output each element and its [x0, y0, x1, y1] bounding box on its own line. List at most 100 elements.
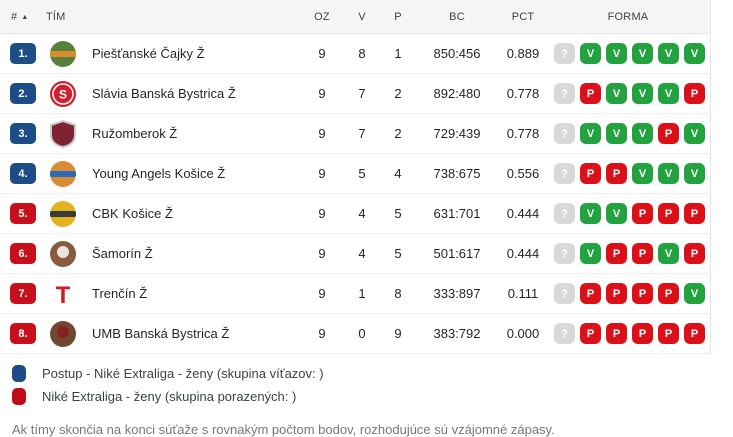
forma-loss-chip[interactable]: P [658, 123, 679, 144]
forma-win-chip[interactable]: V [684, 123, 705, 144]
forma-win-chip[interactable]: V [684, 43, 705, 64]
forma-win-chip[interactable]: V [632, 123, 653, 144]
forma-loss-chip[interactable]: P [606, 283, 627, 304]
forma-loss-chip[interactable]: P [632, 323, 653, 344]
sort-asc-icon: ▲ [21, 13, 29, 21]
team-logo [40, 240, 86, 268]
relegation-color-swatch [12, 388, 26, 405]
forma-win-chip[interactable]: V [606, 123, 627, 144]
team-name[interactable]: Slávia Banská Bystrica Ž [92, 86, 236, 101]
forma-unknown-chip[interactable]: ? [554, 203, 575, 224]
forma-win-chip[interactable]: V [606, 203, 627, 224]
forma-win-chip[interactable]: V [632, 163, 653, 184]
forma-loss-chip[interactable]: P [580, 323, 601, 344]
forma-cell: ? P P V V V [546, 163, 710, 184]
header-bc[interactable]: BC [449, 10, 465, 23]
team-name[interactable]: CBK Košice Ž [92, 206, 173, 221]
wins: 8 [358, 46, 366, 61]
forma-win-chip[interactable]: V [658, 83, 679, 104]
table-row[interactable]: 8. UMB Banská Bystrica Ž 9 0 9 383:792 0.000? P… [0, 314, 710, 354]
forma-loss-chip[interactable]: P [684, 203, 705, 224]
forma-loss-chip[interactable]: P [580, 163, 601, 184]
win-percentage: 0.111 [507, 286, 539, 301]
team-name[interactable]: UMB Banská Bystrica Ž [92, 326, 230, 341]
rank-cell: 2. [0, 83, 40, 104]
header-oz[interactable]: OZ [314, 10, 330, 23]
forma-loss-chip[interactable]: P [684, 323, 705, 344]
team-name[interactable]: Šamorín Ž [92, 246, 153, 261]
header-v[interactable]: V [358, 10, 366, 23]
forma-unknown-chip[interactable]: ? [554, 243, 575, 264]
forma-win-chip[interactable]: V [606, 83, 627, 104]
forma-loss-chip[interactable]: P [606, 163, 627, 184]
win-percentage: 0.556 [506, 166, 540, 181]
forma-unknown-chip[interactable]: ? [554, 323, 575, 344]
team-name[interactable]: Young Angels Košice Ž [92, 166, 226, 181]
standings-table: # ▲ TÍM OZ V P BC PCT FORMA 1. Piešťanské … [0, 0, 711, 354]
rank-badge: 7. [10, 283, 36, 304]
forma-win-chip[interactable]: V [658, 163, 679, 184]
svg-text:T: T [56, 282, 71, 308]
forma-loss-chip[interactable]: P [632, 243, 653, 264]
wins: 7 [358, 126, 366, 141]
promotion-color-swatch [12, 365, 26, 382]
forma-unknown-chip[interactable]: ? [554, 163, 575, 184]
forma-win-chip[interactable]: V [580, 203, 601, 224]
team-name[interactable]: Piešťanské Čajky Ž [92, 46, 205, 61]
wins: 4 [358, 206, 366, 221]
points-ratio: 892:480 [433, 86, 481, 101]
forma-cell: ? V V V V V [546, 43, 710, 64]
forma-loss-chip[interactable]: P [684, 83, 705, 104]
header-team[interactable]: TÍM [46, 10, 66, 23]
forma-win-chip[interactable]: V [580, 43, 601, 64]
forma-win-chip[interactable]: V [606, 43, 627, 64]
svg-text:S: S [59, 87, 67, 101]
forma-win-chip[interactable]: V [580, 123, 601, 144]
forma-loss-chip[interactable]: P [658, 203, 679, 224]
forma-win-chip[interactable]: V [684, 283, 705, 304]
forma-win-chip[interactable]: V [580, 243, 601, 264]
table-row[interactable]: 5. CBK Košice Ž 9 4 5 631:701 0.444? V V P P P [0, 194, 710, 234]
forma-loss-chip[interactable]: P [632, 203, 653, 224]
forma-unknown-chip[interactable]: ? [554, 283, 575, 304]
losses: 5 [394, 246, 402, 261]
tiebreak-note: Ak tímy skončia na konci súťaže s rovnak… [12, 422, 555, 437]
rank-badge: 4. [10, 163, 36, 184]
losses: 2 [394, 126, 402, 141]
forma-loss-chip[interactable]: P [658, 323, 679, 344]
forma-loss-chip[interactable]: P [684, 243, 705, 264]
rank-cell: 4. [0, 163, 40, 184]
table-row[interactable]: 3. Ružomberok Ž 9 7 2 729:439 0.778? V V V P V [0, 114, 710, 154]
forma-loss-chip[interactable]: P [632, 283, 653, 304]
losses: 4 [394, 166, 402, 181]
losses: 8 [394, 286, 402, 301]
header-rank[interactable]: # ▲ [0, 11, 40, 23]
team-logo [40, 320, 86, 348]
games-played: 9 [318, 166, 326, 181]
team-name[interactable]: Ružomberok Ž [92, 126, 178, 141]
table-row[interactable]: 6. Šamorín Ž 9 4 5 501:617 0.444? V P P V P [0, 234, 710, 274]
table-row[interactable]: 4. Young Angels Košice Ž 9 5 4 738:675 0.556? P… [0, 154, 710, 194]
forma-win-chip[interactable]: V [658, 243, 679, 264]
team-logo: S [40, 80, 86, 108]
forma-loss-chip[interactable]: P [580, 283, 601, 304]
table-row[interactable]: 1. Piešťanské Čajky Ž 9 8 1 850:456 0.889? V V V V… [0, 34, 710, 74]
forma-loss-chip[interactable]: P [580, 83, 601, 104]
forma-unknown-chip[interactable]: ? [554, 83, 575, 104]
forma-loss-chip[interactable]: P [658, 283, 679, 304]
header-pct[interactable]: PCT [511, 10, 535, 23]
forma-loss-chip[interactable]: P [606, 243, 627, 264]
forma-win-chip[interactable]: V [632, 83, 653, 104]
forma-unknown-chip[interactable]: ? [554, 123, 575, 144]
legend-item-promotion: Postup - Niké Extraliga - ženy (skupina … [12, 362, 733, 385]
forma-win-chip[interactable]: V [632, 43, 653, 64]
forma-unknown-chip[interactable]: ? [554, 43, 575, 64]
team-name[interactable]: Trenčín Ž [92, 286, 148, 301]
table-row[interactable]: 2. S Slávia Banská Bystrica Ž 9 7 2 892:480 0.7… [0, 74, 710, 114]
forma-win-chip[interactable]: V [684, 163, 705, 184]
table-row[interactable]: 7. T Trenčín Ž 9 1 8 333:897 0.111? P P P P V [0, 274, 710, 314]
forma-win-chip[interactable]: V [658, 43, 679, 64]
header-p[interactable]: P [394, 10, 402, 23]
games-played: 9 [318, 326, 326, 341]
forma-loss-chip[interactable]: P [606, 323, 627, 344]
